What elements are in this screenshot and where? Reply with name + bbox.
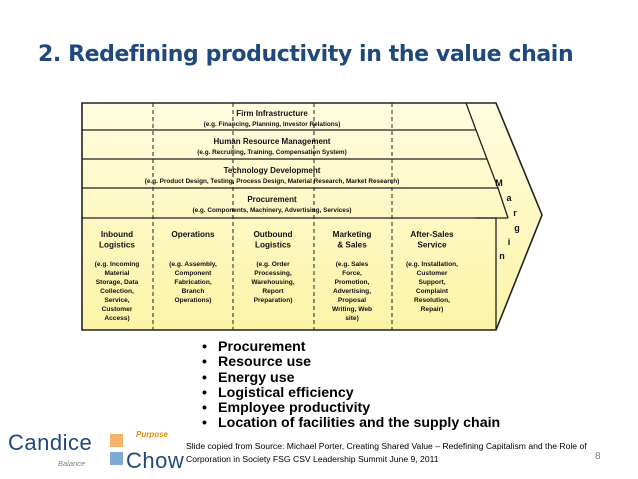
support-procurement: Procurement bbox=[247, 195, 297, 204]
bullet-text: Logistical efficiency bbox=[218, 384, 354, 401]
primary-activity-detail: Force, bbox=[342, 270, 362, 277]
primary-activity-detail: Branch bbox=[182, 288, 205, 295]
bullet-dot-icon: • bbox=[202, 400, 207, 417]
primary-activity-name: After-Sales bbox=[410, 230, 454, 239]
bullet-dot-icon: • bbox=[202, 415, 207, 432]
primary-activity-detail: (e.g. Assembly, bbox=[169, 261, 217, 268]
chain-outline bbox=[81, 102, 543, 331]
bullet-list: • Procurement • Resource use • Energy use •… bbox=[202, 339, 501, 432]
margin-letter: n bbox=[499, 251, 505, 261]
bullet-dot-icon: • bbox=[202, 384, 207, 401]
primary-activity-detail: (e.g. Sales bbox=[336, 261, 369, 268]
primary-activity-name: & Sales bbox=[337, 241, 367, 250]
support-technology-development: Technology Development bbox=[224, 166, 321, 175]
bullet-item: • Energy use bbox=[202, 369, 500, 386]
source-line-1: Slide copied from Source: Michael Porter… bbox=[186, 441, 587, 451]
logo-tag-purpose: Purpose bbox=[136, 430, 169, 439]
bullet-dot-icon: • bbox=[202, 369, 207, 386]
primary-activity-detail: (e.g. Order bbox=[256, 261, 290, 268]
bullet-text: Employee productivity bbox=[218, 400, 371, 417]
support-hr-management-detail: (e.g. Recruiting, Training, Compensation… bbox=[197, 149, 347, 156]
support-divider bbox=[497, 187, 509, 219]
primary-activity-detail: Warehousing, bbox=[251, 279, 295, 286]
logo-orange-square bbox=[110, 434, 123, 447]
support-firm-infrastructure: Firm Infrastructure bbox=[236, 109, 308, 118]
primary-activity-detail: Processing, bbox=[254, 270, 292, 277]
primary-activity-name: Logistics bbox=[255, 241, 291, 250]
support-firm-infrastructure-detail: (e.g. Financing, Planning, Investor Rela… bbox=[204, 121, 341, 128]
support-divider bbox=[486, 158, 499, 189]
logo-tag-balance: Balance bbox=[58, 459, 86, 468]
primary-activity-detail: Writing, Web bbox=[332, 306, 372, 313]
support-divider bbox=[475, 129, 488, 160]
primary-activity-detail: (e.g. Installation, bbox=[406, 261, 458, 268]
support-divider bbox=[465, 102, 477, 131]
margin-letter: a bbox=[506, 193, 512, 203]
primary-activity-detail: Advertising, bbox=[333, 288, 371, 295]
support-procurement-detail: (e.g. Components, Machinery, Advertising… bbox=[192, 207, 351, 214]
primary-activity-detail: Access) bbox=[104, 315, 129, 322]
primary-activity-detail: Component bbox=[175, 270, 212, 277]
primary-activity-detail: Customer bbox=[417, 270, 448, 277]
primary-activity-name: Logistics bbox=[99, 241, 135, 250]
primary-activity-detail: site) bbox=[345, 315, 359, 322]
primary-activity-detail: Proposal bbox=[338, 297, 366, 304]
margin-letter: g bbox=[514, 223, 520, 233]
primary-activity-detail: Material bbox=[105, 270, 130, 277]
primary-activity-detail: Promotion, bbox=[335, 279, 370, 286]
bullet-text: Energy use bbox=[218, 369, 295, 386]
primary-activity-detail: Repair) bbox=[421, 306, 444, 313]
primary-activity-detail: Operations) bbox=[174, 297, 211, 304]
support-hr-management: Human Resource Management bbox=[214, 137, 331, 146]
bullet-item: • Location of facilities and the supply c… bbox=[202, 415, 501, 432]
margin-letter: i bbox=[508, 237, 511, 247]
brand-logo: Candice Purpose Chow Balance bbox=[8, 428, 184, 474]
primary-activity-name: Outbound bbox=[253, 230, 292, 239]
primary-activity-detail: Storage, Data bbox=[96, 279, 139, 286]
bullet-dot-icon: • bbox=[202, 339, 207, 355]
primary-activity-detail: Collection, bbox=[100, 288, 134, 295]
margin-letter: r bbox=[513, 208, 517, 218]
logo-word-chow: Chow bbox=[126, 448, 185, 473]
margin-letter: M bbox=[495, 178, 503, 188]
bullet-item: • Resource use bbox=[202, 354, 500, 371]
primary-activity-detail: Customer bbox=[102, 306, 133, 313]
bullet-item: • Logistical efficiency bbox=[202, 384, 500, 401]
bullet-text: Procurement bbox=[218, 339, 306, 355]
primary-activity-detail: Resolution, bbox=[414, 297, 450, 304]
primary-activity-detail: Preparation) bbox=[254, 297, 293, 304]
support-technology-development-detail: (e.g. Product Design, Testing, Process D… bbox=[145, 178, 400, 185]
primary-activity-detail: Report bbox=[262, 288, 284, 295]
primary-activity-name: Operations bbox=[171, 230, 215, 239]
bullet-text: Location of facilities and the supply ch… bbox=[218, 415, 501, 432]
primary-activity-detail: Fabrication, bbox=[174, 279, 212, 286]
bullet-item: • Procurement bbox=[202, 339, 500, 355]
primary-activity-name: Marketing bbox=[333, 230, 372, 239]
bullet-dot-icon: • bbox=[202, 354, 207, 371]
slide-title: 2. Redefining productivity in the value … bbox=[38, 42, 574, 67]
page-number: 8 bbox=[595, 451, 601, 462]
primary-activity-detail: Service, bbox=[104, 297, 129, 304]
margin-divider bbox=[476, 217, 497, 330]
source-line-2: Corporation in Society FSG CSV Leadershi… bbox=[186, 454, 439, 464]
bullet-text: Resource use bbox=[218, 354, 312, 371]
bullet-item: • Employee productivity bbox=[202, 400, 500, 417]
primary-activity-detail: Support, bbox=[418, 279, 445, 286]
logo-word-candice: Candice bbox=[8, 430, 93, 455]
primary-activity-name: Service bbox=[417, 241, 447, 250]
source-note: Slide copied from Source: Michael Porter… bbox=[186, 440, 606, 466]
primary-activity-detail: Complaint bbox=[416, 288, 449, 295]
primary-activity-detail: (e.g. Incoming bbox=[95, 261, 140, 268]
logo-blue-square bbox=[110, 452, 123, 465]
primary-activity-name: Inbound bbox=[101, 230, 133, 239]
